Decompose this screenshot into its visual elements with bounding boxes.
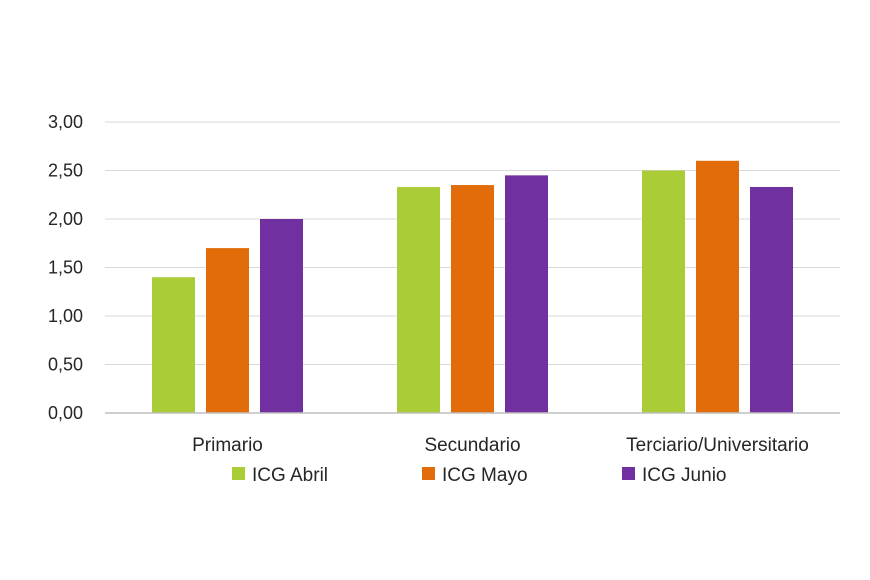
- bars: [152, 160, 793, 413]
- category-label: Primario: [192, 435, 263, 456]
- legend-swatch: [232, 467, 245, 480]
- category-label: Secundario: [424, 435, 520, 456]
- y-tick-label: 0,50: [48, 355, 83, 375]
- y-tick-label: 1,00: [48, 306, 83, 326]
- legend-label: ICG Abril: [252, 465, 328, 486]
- bar-icg-mayo-2: [696, 160, 739, 413]
- bar-icg-abril-0: [152, 277, 195, 413]
- legend-label: ICG Junio: [642, 465, 726, 486]
- legend: ICG Abril ICG Mayo ICG Junio: [232, 465, 726, 486]
- bar-icg-mayo-0: [206, 248, 249, 413]
- legend-label: ICG Mayo: [442, 465, 528, 486]
- y-tick-label: 2,00: [48, 209, 83, 229]
- legend-swatch: [422, 467, 435, 480]
- category-labels: Primario Secundario Terciario/Universitari…: [192, 435, 809, 456]
- y-tick-label: 1,50: [48, 258, 83, 278]
- bar-icg-junio-2: [750, 186, 793, 413]
- legend-swatch: [622, 467, 635, 480]
- bar-icg-abril-2: [642, 170, 685, 413]
- bar-icg-junio-0: [260, 219, 303, 413]
- y-tick-label: 2,50: [48, 161, 83, 181]
- category-label: Terciario/Universitario: [626, 435, 809, 456]
- y-tick-label: 0,00: [48, 403, 83, 423]
- bar-icg-junio-1: [505, 175, 548, 413]
- bar-icg-mayo-1: [451, 185, 494, 413]
- y-axis-ticks: 0,00 0,50 1,00 1,50 2,00 2,50 3,00: [48, 112, 83, 423]
- y-tick-label: 3,00: [48, 112, 83, 132]
- bar-icg-abril-1: [397, 186, 440, 413]
